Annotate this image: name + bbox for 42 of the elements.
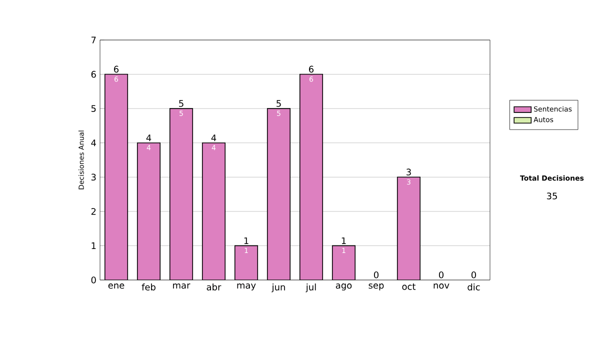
- bar: [202, 142, 226, 280]
- total-label: 0: [374, 271, 379, 278]
- bar: [266, 108, 291, 280]
- x-tick-label: ene: [108, 284, 124, 289]
- total-label: 1: [244, 237, 248, 244]
- x-tick-label: ago: [336, 284, 352, 290]
- text: 35: [546, 192, 557, 200]
- bar: [396, 176, 421, 280]
- y-tick-label: 1: [92, 242, 96, 249]
- total-label: 0: [471, 271, 476, 278]
- y-tick-label: 7: [91, 36, 96, 44]
- y-tick-label: 5: [91, 105, 96, 112]
- x-tick-label: dic: [468, 284, 480, 290]
- y-tick-label: 2: [91, 208, 96, 215]
- bar: [299, 74, 324, 280]
- total-label: 3: [406, 168, 411, 176]
- bar: [169, 108, 194, 280]
- x-tick-label: sep: [368, 284, 384, 290]
- bar: [234, 245, 258, 280]
- x-tick-label: jul: [306, 284, 316, 292]
- x-tick-label: oct: [402, 284, 416, 290]
- x-tick-label: abr: [206, 284, 222, 290]
- x-tick-label: mar: [173, 284, 190, 289]
- total-label: 5: [179, 100, 184, 107]
- x-tick-label: nov: [434, 284, 450, 289]
- bar: [136, 142, 161, 280]
- y-tick-label: 4: [91, 140, 96, 146]
- total-label: 1: [342, 237, 346, 244]
- x-tick-label: feb: [142, 284, 156, 290]
- total-label: 4: [211, 134, 216, 142]
- y-tick-label: 0: [91, 276, 96, 284]
- bar: [332, 245, 356, 280]
- y-tick-label: 3: [91, 174, 96, 181]
- total-label: 6: [114, 66, 119, 73]
- total-label: 4: [146, 134, 152, 142]
- total-label: 0: [438, 271, 444, 278]
- bar: [104, 74, 128, 280]
- x-tick-label: may: [237, 284, 256, 290]
- total-label: 6: [309, 66, 314, 73]
- x-tick-label: jun: [272, 284, 285, 292]
- total-label: 5: [276, 100, 281, 107]
- y-tick-label: 6: [91, 70, 96, 78]
